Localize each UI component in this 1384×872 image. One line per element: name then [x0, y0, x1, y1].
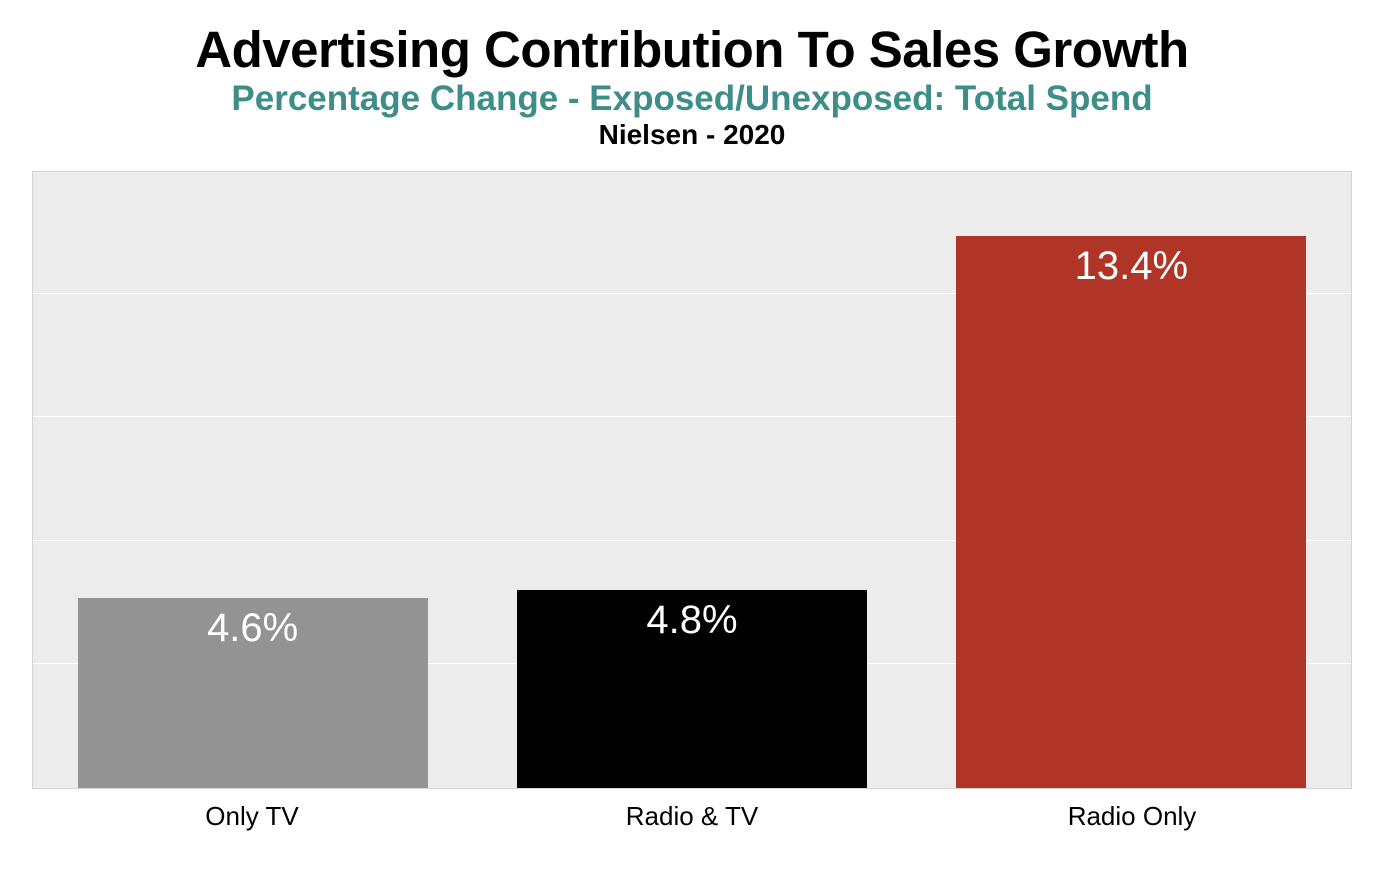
- bar: 13.4%: [956, 236, 1306, 788]
- x-axis: Only TVRadio & TVRadio Only: [32, 801, 1352, 832]
- bar-column: 4.8%: [472, 172, 911, 788]
- bar-value-label: 13.4%: [956, 244, 1306, 289]
- chart-plot-area: 4.6% 4.8% 13.4%: [32, 171, 1352, 789]
- x-axis-tick: Radio Only: [912, 801, 1352, 832]
- grid-line: [33, 169, 1351, 170]
- bar: 4.8%: [517, 590, 867, 788]
- x-axis-tick: Radio & TV: [472, 801, 912, 832]
- bar: 4.6%: [78, 598, 428, 788]
- chart-title: Advertising Contribution To Sales Growth: [26, 20, 1358, 79]
- chart-source: Nielsen - 2020: [26, 119, 1358, 151]
- bar-value-label: 4.8%: [517, 598, 867, 643]
- bar-column: 4.6%: [33, 172, 472, 788]
- x-axis-tick: Only TV: [32, 801, 472, 832]
- bar-value-label: 4.6%: [78, 606, 428, 651]
- chart-subtitle: Percentage Change - Exposed/Unexposed: T…: [26, 79, 1358, 119]
- bar-column: 13.4%: [912, 172, 1351, 788]
